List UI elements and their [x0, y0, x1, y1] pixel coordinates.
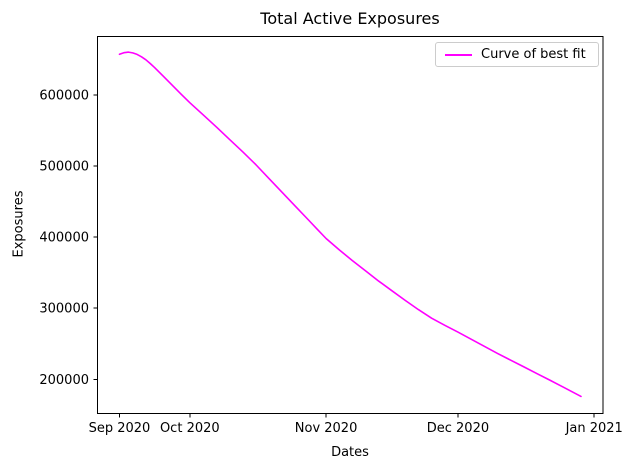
x-tick-label: Dec 2020 — [427, 421, 489, 436]
y-tick-label: 400000 — [39, 231, 89, 246]
legend-line-sample — [445, 53, 472, 56]
legend-box: Curve of best fit — [435, 42, 599, 67]
y-tick-label: 600000 — [39, 88, 89, 103]
x-tick-label: Sep 2020 — [89, 421, 151, 436]
x-tick-label: Nov 2020 — [295, 421, 358, 436]
y-tick-label: 300000 — [39, 302, 89, 317]
plot-area — [97, 36, 604, 414]
chart-title: Total Active Exposures — [260, 9, 440, 28]
x-axis-label: Dates — [331, 445, 369, 460]
y-tick-label: 200000 — [39, 373, 89, 388]
x-tick-label: Jan 2021 — [565, 421, 623, 436]
y-tick-label: 500000 — [39, 159, 89, 174]
x-tick-label: Oct 2020 — [160, 421, 220, 436]
best-fit-curve — [118, 51, 582, 398]
legend-entry-label: Curve of best fit — [481, 47, 586, 62]
